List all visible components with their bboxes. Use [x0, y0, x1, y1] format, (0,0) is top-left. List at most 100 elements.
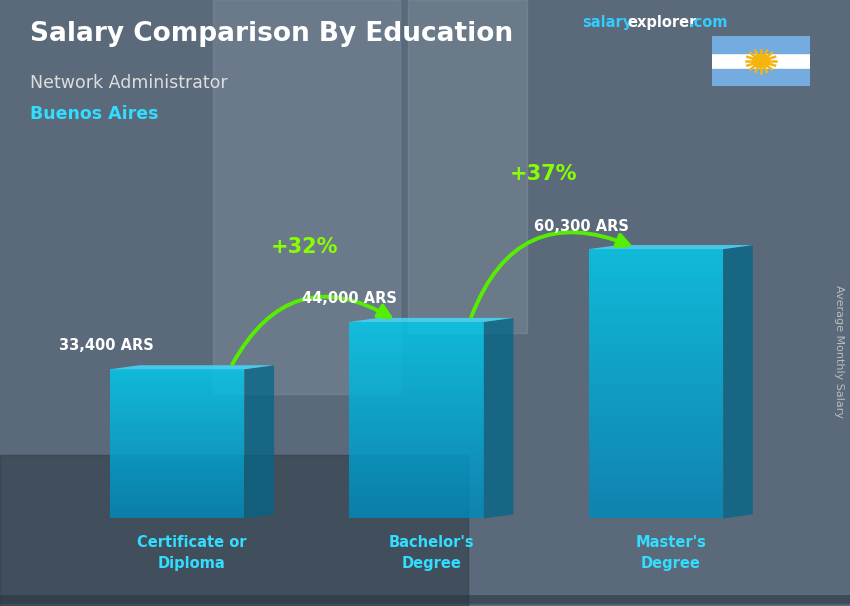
Bar	[110, 405, 245, 407]
Bar	[0, 601, 850, 605]
Bar	[349, 383, 484, 385]
Bar	[588, 341, 723, 344]
Bar	[349, 369, 484, 371]
Bar	[588, 451, 723, 454]
Bar	[349, 450, 484, 451]
Bar	[349, 456, 484, 458]
Bar	[349, 424, 484, 426]
Bar	[349, 485, 484, 487]
Bar	[110, 381, 245, 383]
Bar	[588, 362, 723, 365]
Bar	[588, 276, 723, 279]
Bar	[0, 598, 850, 603]
Bar	[349, 363, 484, 365]
Bar	[588, 349, 723, 351]
Bar	[110, 391, 245, 393]
Bar	[0, 598, 850, 602]
Bar	[0, 601, 850, 606]
Bar	[0, 599, 850, 604]
Bar	[588, 470, 723, 473]
Bar	[408, 0, 527, 333]
Bar	[349, 428, 484, 430]
Bar	[349, 351, 484, 353]
Bar	[110, 417, 245, 419]
Bar	[0, 598, 850, 604]
Bar	[349, 367, 484, 369]
Bar	[349, 438, 484, 440]
Bar	[588, 325, 723, 327]
Bar	[588, 370, 723, 373]
Bar	[0, 598, 850, 602]
Bar	[0, 597, 850, 602]
Bar	[0, 599, 850, 605]
Bar	[0, 598, 850, 603]
Bar	[110, 385, 245, 387]
Bar	[588, 284, 723, 287]
Bar	[349, 483, 484, 485]
Bar	[0, 596, 850, 601]
Bar	[110, 466, 245, 468]
Bar	[0, 601, 850, 605]
Bar	[0, 600, 850, 605]
Bar	[0, 597, 850, 602]
Bar	[588, 384, 723, 387]
Bar	[110, 507, 245, 508]
Bar	[0, 599, 850, 604]
Bar	[349, 442, 484, 444]
Bar	[110, 380, 245, 381]
Bar	[110, 451, 245, 453]
Bar	[349, 489, 484, 491]
Bar	[0, 598, 850, 603]
Bar	[349, 358, 484, 359]
Bar	[0, 598, 850, 602]
Text: salary: salary	[582, 15, 632, 30]
Bar	[110, 396, 245, 398]
Bar	[712, 70, 810, 86]
Bar	[110, 471, 245, 472]
Bar	[588, 262, 723, 265]
Bar	[349, 491, 484, 493]
Bar	[588, 344, 723, 346]
Bar	[110, 447, 245, 448]
Bar	[0, 599, 850, 604]
Bar	[0, 597, 850, 602]
Bar	[0, 601, 850, 606]
Bar	[0, 599, 850, 604]
Bar	[110, 424, 245, 426]
Bar	[588, 303, 723, 305]
Bar	[110, 494, 245, 496]
Text: 44,000 ARS: 44,000 ARS	[302, 291, 397, 306]
Text: Average Monthly Salary: Average Monthly Salary	[834, 285, 844, 418]
Bar	[0, 596, 850, 601]
Bar	[110, 411, 245, 413]
Bar	[712, 36, 810, 53]
Bar	[0, 597, 850, 602]
Bar	[110, 499, 245, 501]
Bar	[588, 467, 723, 470]
Bar	[588, 398, 723, 400]
Bar	[0, 596, 850, 602]
Bar	[0, 600, 850, 605]
Polygon shape	[723, 245, 753, 519]
Bar	[0, 599, 850, 604]
Bar	[110, 395, 245, 396]
Bar	[0, 599, 850, 604]
Bar	[0, 599, 850, 604]
Bar	[0, 601, 850, 605]
Bar	[349, 416, 484, 418]
Bar	[588, 510, 723, 513]
Bar	[588, 400, 723, 402]
Bar	[349, 499, 484, 501]
Bar	[588, 408, 723, 411]
Bar	[0, 596, 850, 602]
Bar	[0, 600, 850, 605]
Bar	[349, 513, 484, 514]
Bar	[588, 502, 723, 505]
Bar	[0, 600, 850, 605]
Bar	[110, 407, 245, 408]
Bar	[110, 388, 245, 390]
Bar	[0, 597, 850, 602]
Bar	[349, 451, 484, 454]
Text: explorer: explorer	[627, 15, 697, 30]
Bar	[349, 328, 484, 330]
